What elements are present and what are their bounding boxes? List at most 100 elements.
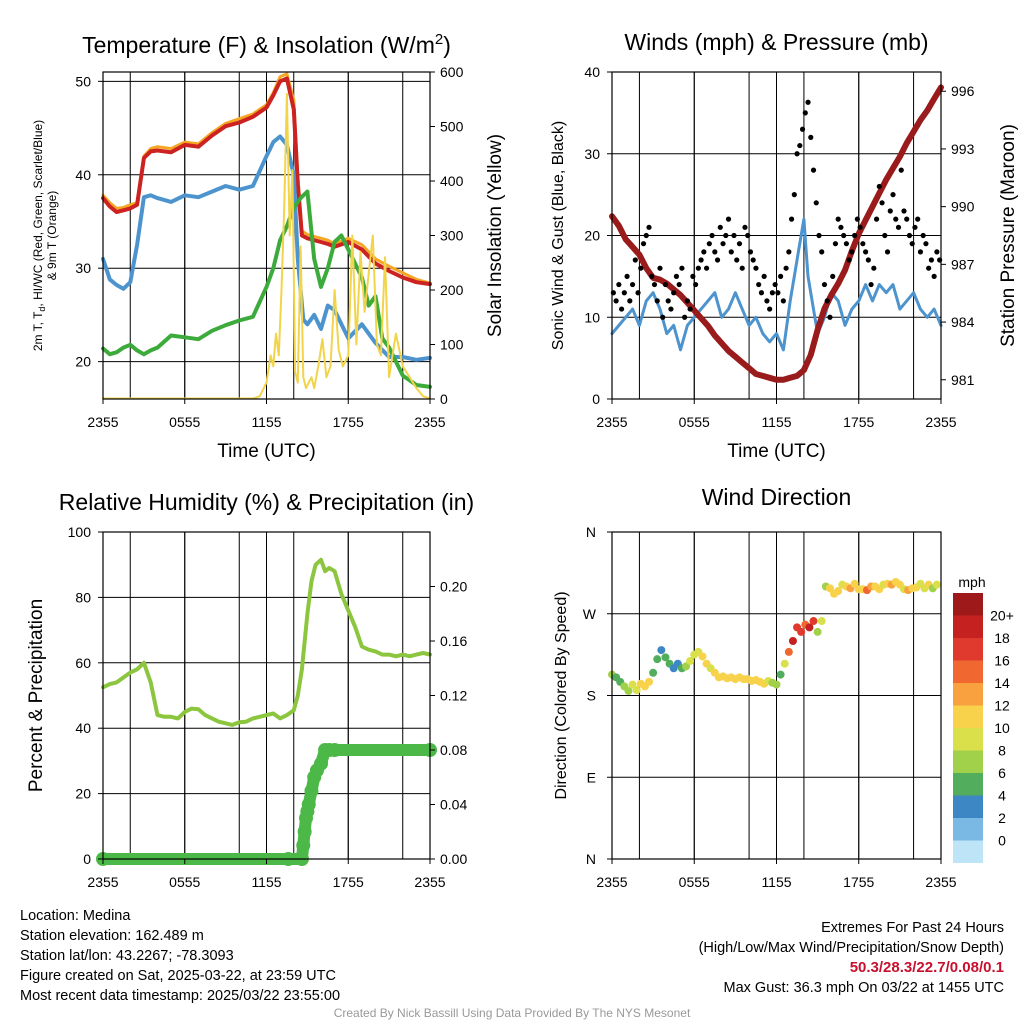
direction-point — [649, 668, 658, 677]
y-tick-label: 40 — [584, 64, 600, 80]
gust-point — [750, 257, 756, 263]
gust-point — [895, 224, 902, 230]
gust-point — [827, 314, 833, 320]
gust-point — [813, 200, 819, 206]
gust-point — [638, 265, 644, 271]
gust-point — [723, 232, 729, 239]
y-tick-label: 0 — [592, 391, 600, 407]
gust-point — [791, 192, 797, 198]
colorbar-cell — [953, 795, 983, 818]
station-elevation: Station elevation: 162.489 m — [20, 928, 204, 944]
y-tick-label: E — [587, 769, 596, 785]
gust-point — [926, 265, 932, 271]
y-axis-label: Direction (Colored By Speed) — [553, 591, 570, 799]
gust-point — [618, 306, 625, 312]
y2-tick-label: 0.12 — [440, 688, 467, 704]
y2-axis-label: Solar Insolation (Yellow) — [485, 134, 506, 337]
gust-point — [662, 281, 669, 288]
chart-title: Relative Humidity (%) & Precipitation (i… — [59, 489, 474, 515]
y2-tick-label: 400 — [440, 173, 464, 189]
gust-point — [712, 249, 718, 255]
y2-tick-label: 100 — [440, 337, 464, 353]
y-tick-label: W — [583, 606, 597, 622]
x-tick-label: 1155 — [251, 414, 281, 430]
gust-point — [788, 216, 795, 222]
gust-point — [904, 216, 910, 222]
y2-tick-label: 0 — [440, 391, 448, 407]
y-tick-label: 10 — [584, 309, 600, 325]
gust-point — [706, 241, 712, 247]
gust-point — [805, 99, 811, 105]
x-axis-label: Time (UTC) — [217, 441, 316, 462]
gust-point — [640, 241, 647, 247]
colorbar-label: 16 — [994, 653, 1010, 669]
gust-point — [802, 110, 808, 116]
y-tick-label: 0 — [83, 851, 91, 867]
y2-axis-label: Station Pressure (Maroon) — [998, 124, 1019, 347]
series-point-precip — [296, 838, 311, 853]
gust-point — [654, 298, 660, 304]
gust-point — [846, 257, 852, 263]
direction-point — [932, 580, 941, 589]
colorbar-cell — [953, 773, 983, 796]
x-tick-label: 1155 — [251, 874, 281, 890]
y-tick-label: 50 — [75, 73, 91, 89]
extremes-subtitle: (High/Low/Max Wind/Precipitation/Snow De… — [698, 940, 1004, 956]
direction-point — [657, 646, 666, 655]
gust-point — [695, 265, 701, 271]
colorbar-label: 14 — [994, 675, 1010, 691]
gust-point — [884, 249, 891, 255]
gust-point — [753, 265, 759, 271]
direction-point — [682, 662, 691, 671]
gust-point — [703, 265, 710, 271]
colorbar-cell — [953, 638, 983, 661]
gust-point — [747, 249, 754, 255]
y-tick-label: 60 — [75, 655, 91, 671]
y-tick-label: 100 — [68, 524, 92, 540]
gust-point — [863, 249, 869, 255]
x-tick-label: 2355 — [596, 414, 627, 430]
y-axis-label: 2m T, Td, HI/WC (Red, Green, Scarlet/Blu… — [31, 120, 47, 351]
x-tick-label: 1755 — [333, 874, 364, 890]
gust-point — [693, 281, 699, 288]
y-tick-label: 80 — [75, 589, 91, 605]
gust-point — [725, 216, 732, 222]
colorbar-cell — [953, 615, 983, 638]
y-axis-label-part: 2m T, T — [31, 311, 45, 351]
gust-point — [624, 273, 630, 279]
gust-point — [635, 290, 641, 296]
gust-point — [613, 298, 619, 304]
direction-point — [788, 637, 797, 645]
station-latlon: Station lat/lon: 43.2267; -78.3093 — [20, 948, 234, 964]
gust-point — [865, 257, 871, 263]
gust-point — [893, 216, 899, 222]
y2-tick-label: 987 — [951, 256, 975, 272]
colorbar-label: 8 — [998, 743, 1006, 759]
colorbar-label: 0 — [998, 833, 1006, 849]
max-gust: Max Gust: 36.3 mph On 03/22 at 1455 UTC — [723, 980, 1004, 996]
x-tick-label: 0555 — [169, 874, 200, 890]
gust-point — [731, 232, 737, 239]
gust-point — [629, 281, 636, 288]
gust-point — [649, 273, 655, 279]
gust-point — [920, 232, 926, 239]
direction-point — [834, 587, 843, 596]
colorbar-cell — [953, 683, 983, 706]
direction-point — [817, 617, 826, 626]
y-tick-label: S — [587, 688, 596, 704]
gust-point — [783, 265, 789, 271]
direction-point — [628, 680, 637, 689]
gust-point — [775, 290, 781, 296]
y2-tick-label: 600 — [440, 64, 464, 80]
gust-point — [651, 281, 658, 288]
gust-point — [657, 265, 663, 271]
gust-point — [838, 224, 844, 230]
gust-point — [673, 273, 680, 279]
gust-point — [912, 224, 918, 230]
series-point-precip — [304, 783, 319, 798]
chart-wind: 2355 0555 1155 1755 2355 0 10 20 30 40 981 984 987 99… — [550, 29, 1019, 462]
y-axis-label-line2: & 9m T (Orange) — [45, 191, 59, 281]
gust-point — [671, 290, 677, 296]
gust-point — [701, 249, 707, 255]
direction-point — [772, 680, 781, 689]
